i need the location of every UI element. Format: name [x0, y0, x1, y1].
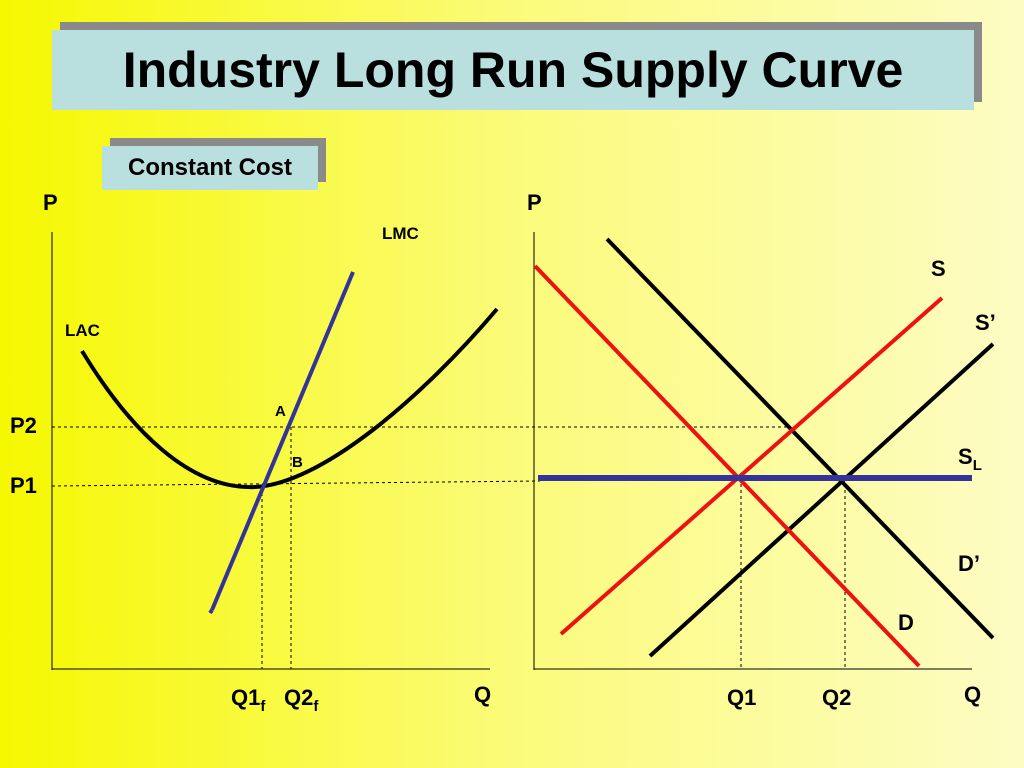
page-title: Industry Long Run Supply Curve	[52, 30, 974, 110]
supply-s-curve	[559, 296, 944, 636]
point-a-label: A	[275, 403, 286, 420]
supply-s-prime-curve	[648, 342, 995, 658]
d-label: D	[898, 610, 914, 635]
q2f-label-sub: f	[313, 698, 319, 715]
lmc-label: LMC	[382, 224, 419, 243]
firm-x-axis-label: Q	[474, 682, 491, 707]
p1-guide-line	[51, 480, 541, 487]
q1f-label-sub: f	[260, 698, 266, 715]
q2-label: Q2	[822, 685, 851, 710]
p1-label: P1	[10, 473, 37, 498]
q1-label: Q1	[727, 685, 756, 710]
lac-label: LAC	[65, 321, 100, 340]
q1f-label: Q1f	[231, 685, 266, 715]
point-b-label: B	[292, 454, 303, 471]
s-prime-label: S’	[975, 310, 996, 335]
firm-y-axis-label: P	[43, 190, 58, 215]
q2f-label: Q2f	[284, 685, 319, 715]
subtitle: Constant Cost	[102, 146, 318, 190]
sl-label: SL	[958, 444, 982, 474]
demand-d-prime-curve	[605, 237, 995, 640]
p2-label: P2	[10, 413, 37, 438]
q1f-label-main: Q1	[231, 685, 260, 710]
industry-y-axis-label: P	[527, 190, 542, 215]
demand-d-curve	[533, 264, 921, 668]
sl-label-sub: L	[973, 457, 982, 474]
d-prime-label: D’	[958, 551, 980, 576]
lac-curve	[80, 307, 499, 490]
lmc-curve	[210, 271, 355, 611]
q2f-label-main: Q2	[284, 685, 313, 710]
industry-x-axis-label: Q	[964, 682, 981, 707]
s-label: S	[931, 256, 946, 281]
sl-label-main: S	[958, 444, 973, 469]
lmc-curve-tail	[208, 608, 214, 615]
